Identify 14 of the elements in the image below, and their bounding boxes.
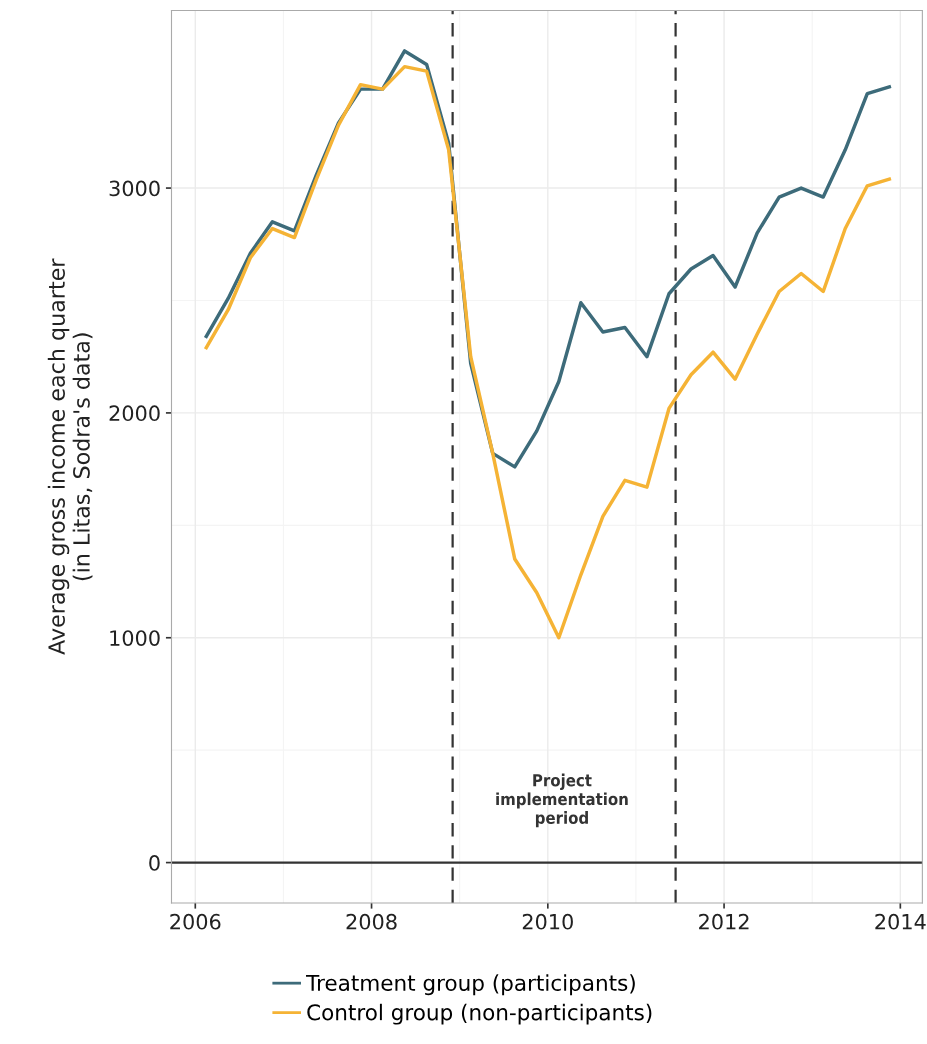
y-tick-label: 3000 (109, 180, 160, 197)
y-axis-title: Average gross income each quarter (in Litas, Sodra's data) (47, 258, 93, 655)
annotation: Project implementation period (496, 773, 628, 828)
line-series (204, 64, 892, 640)
x-tick-label: 2010 (522, 913, 573, 930)
legend-label: Control group (non-participants) (307, 1003, 652, 1025)
x-tick-label: 2006 (170, 913, 221, 930)
y-tick-label: 0 (149, 855, 160, 871)
x-tick-label: 2014 (875, 913, 926, 930)
legend-label: Treatment group (participants) (306, 974, 635, 996)
x-tick-label: 2008 (346, 913, 397, 930)
x-tick-label: 2012 (699, 913, 749, 930)
y-tick-label: 1000 (110, 630, 160, 646)
y-tick-label: 2000 (109, 405, 160, 422)
